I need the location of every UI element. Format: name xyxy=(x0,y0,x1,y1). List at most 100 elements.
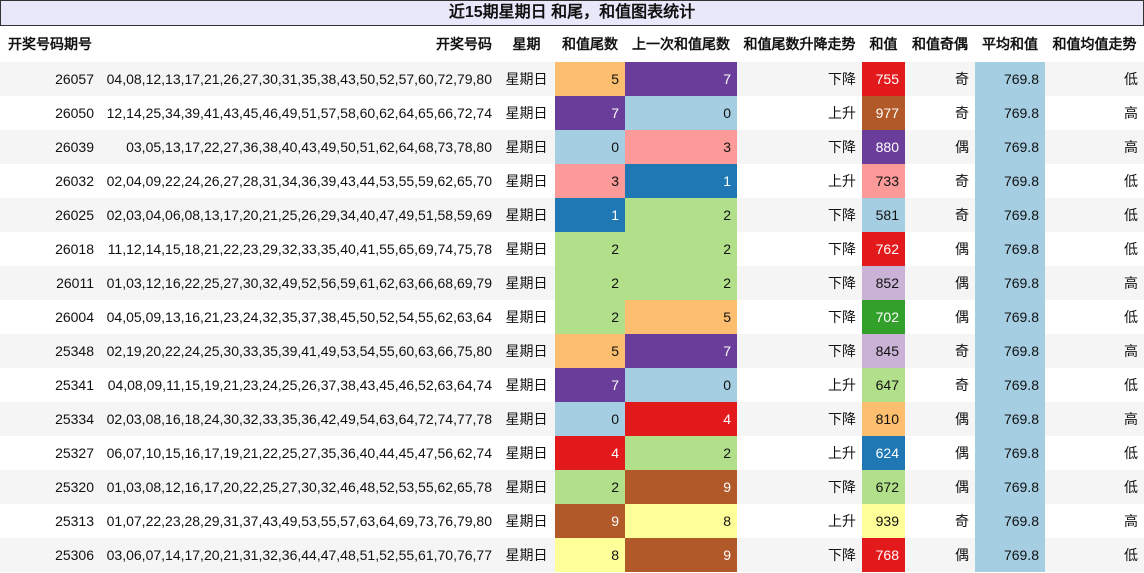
table-cell: 25348 xyxy=(55,343,94,359)
table-header: 开奖号码期号 开奖号码 星期 和值尾数 上一次和值尾数 和值尾数升降走势 和值 和值奇偶 平均和… xyxy=(0,26,1144,62)
table-row: 26011 01,03,12,16,22,25,27,30,32,49,52,56… xyxy=(0,266,1144,300)
table-cell: 上升 xyxy=(828,513,856,529)
table-cell: 7 xyxy=(625,334,737,368)
table-cell: 偶 xyxy=(955,139,969,155)
table-cell: 672 xyxy=(862,470,905,504)
table-cell: 低 xyxy=(1124,377,1138,393)
table-cell: 2 xyxy=(625,198,737,232)
table-cell: 25327 xyxy=(55,445,94,461)
table-cell: 低 xyxy=(1124,445,1138,461)
header-cell: 和值尾数 xyxy=(562,36,618,52)
table-cell: 26032 xyxy=(55,173,94,189)
table-cell: 2 xyxy=(625,436,737,470)
table-cell: 769.8 xyxy=(975,504,1045,538)
header-cell: 和值均值走势 xyxy=(1052,36,1137,52)
table-cell: 1 xyxy=(625,164,737,198)
table-cell: 下降 xyxy=(828,309,856,325)
table-cell: 2 xyxy=(555,232,625,266)
table-cell: 702 xyxy=(862,300,905,334)
table-title: 近15期星期日 和尾，和值图表统计 xyxy=(0,0,1144,26)
table-cell: 偶 xyxy=(955,241,969,257)
table-cell: 768 xyxy=(862,538,905,572)
table-cell: 奇 xyxy=(955,377,969,393)
table-cell: 星期日 xyxy=(505,241,548,257)
table-cell: 06,07,10,15,16,17,19,21,22,25,27,35,36,4… xyxy=(106,445,492,461)
table-row: 26039 03,05,13,17,22,27,36,38,40,43,49,50… xyxy=(0,130,1144,164)
table-cell: 26050 xyxy=(55,105,94,121)
table-cell: 3 xyxy=(555,164,625,198)
table-cell: 845 xyxy=(862,334,905,368)
table-cell: 0 xyxy=(555,402,625,436)
table-cell: 769.8 xyxy=(975,266,1045,300)
table-cell: 26004 xyxy=(55,309,94,325)
table-cell: 03,05,13,17,22,27,36,38,40,43,49,50,51,6… xyxy=(126,139,492,155)
table-cell: 奇 xyxy=(955,207,969,223)
table-row: 25313 01,07,22,23,28,29,31,37,43,49,53,55… xyxy=(0,504,1144,538)
table-cell: 1 xyxy=(555,198,625,232)
table-cell: 5 xyxy=(555,62,625,96)
header-cell: 开奖号码 xyxy=(436,36,492,52)
table-cell: 769.8 xyxy=(975,198,1045,232)
table-cell: 880 xyxy=(862,130,905,164)
header-cell: 和值 xyxy=(869,36,898,52)
table-cell: 7 xyxy=(555,96,625,130)
table-cell: 低 xyxy=(1124,71,1138,87)
table-cell: 星期日 xyxy=(505,207,548,223)
table-cell: 769.8 xyxy=(975,368,1045,402)
table-cell: 星期日 xyxy=(505,411,548,427)
table-cell: 上升 xyxy=(828,105,856,121)
table-cell: 星期日 xyxy=(505,445,548,461)
header-cell: 和值尾数升降走势 xyxy=(743,36,856,52)
table-cell: 星期日 xyxy=(505,71,548,87)
table-cell: 偶 xyxy=(955,275,969,291)
table-cell: 7 xyxy=(555,368,625,402)
table-row: 25320 01,03,08,12,16,17,20,22,25,27,30,32… xyxy=(0,470,1144,504)
table-row: 25327 06,07,10,15,16,17,19,21,22,25,27,35… xyxy=(0,436,1144,470)
table-cell: 偶 xyxy=(955,411,969,427)
table-cell: 星期日 xyxy=(505,377,548,393)
stats-table: 开奖号码期号 开奖号码 星期 和值尾数 上一次和值尾数 和值尾数升降走势 和值 和值奇偶 平均和… xyxy=(0,26,1144,572)
table-cell: 02,03,04,06,08,13,17,20,21,25,26,29,34,4… xyxy=(106,207,492,223)
table-cell: 25306 xyxy=(55,547,94,563)
table-cell: 769.8 xyxy=(975,164,1045,198)
table-cell: 769.8 xyxy=(975,402,1045,436)
table-row: 25306 03,06,07,14,17,20,21,31,32,36,44,47… xyxy=(0,538,1144,572)
table-cell: 下降 xyxy=(828,71,856,87)
table-cell: 低 xyxy=(1124,479,1138,495)
header-cell: 开奖号码期号 xyxy=(8,36,92,52)
table-cell: 偶 xyxy=(955,445,969,461)
table-cell: 04,05,09,13,16,21,23,24,32,35,37,38,45,5… xyxy=(106,309,492,325)
table-cell: 11,12,14,15,18,21,22,23,29,32,33,35,40,4… xyxy=(107,241,492,257)
table-cell: 4 xyxy=(625,402,737,436)
table-cell: 769.8 xyxy=(975,300,1045,334)
table-cell: 0 xyxy=(625,368,737,402)
table-cell: 25320 xyxy=(55,479,94,495)
table-cell: 7 xyxy=(625,62,737,96)
table-cell: 26057 xyxy=(55,71,94,87)
table-cell: 02,04,09,22,24,26,27,28,31,34,36,39,43,4… xyxy=(106,173,492,189)
header-cell: 上一次和值尾数 xyxy=(632,36,730,52)
table-cell: 852 xyxy=(862,266,905,300)
table-cell: 下降 xyxy=(828,207,856,223)
table-cell: 04,08,09,11,15,19,21,23,24,25,26,37,38,4… xyxy=(107,377,492,393)
table-cell: 星期日 xyxy=(505,275,548,291)
table-cell: 2 xyxy=(625,266,737,300)
table-cell: 5 xyxy=(555,334,625,368)
table-cell: 下降 xyxy=(828,139,856,155)
table-cell: 2 xyxy=(555,470,625,504)
table-cell: 5 xyxy=(625,300,737,334)
table-cell: 769.8 xyxy=(975,538,1045,572)
table-cell: 03,06,07,14,17,20,21,31,32,36,44,47,48,5… xyxy=(106,547,492,563)
table-cell: 01,07,22,23,28,29,31,37,43,49,53,55,57,6… xyxy=(106,513,492,529)
table-cell: 奇 xyxy=(955,173,969,189)
table-cell: 上升 xyxy=(828,445,856,461)
header-row: 开奖号码期号 开奖号码 星期 和值尾数 上一次和值尾数 和值尾数升降走势 和值 和值奇偶 平均和… xyxy=(0,26,1144,62)
table-cell: 下降 xyxy=(828,479,856,495)
table-cell: 高 xyxy=(1124,411,1138,427)
table-row: 26057 04,08,12,13,17,21,26,27,30,31,35,38… xyxy=(0,62,1144,96)
table-cell: 769.8 xyxy=(975,96,1045,130)
table-cell: 769.8 xyxy=(975,470,1045,504)
table-cell: 4 xyxy=(555,436,625,470)
table-cell: 25334 xyxy=(55,411,94,427)
